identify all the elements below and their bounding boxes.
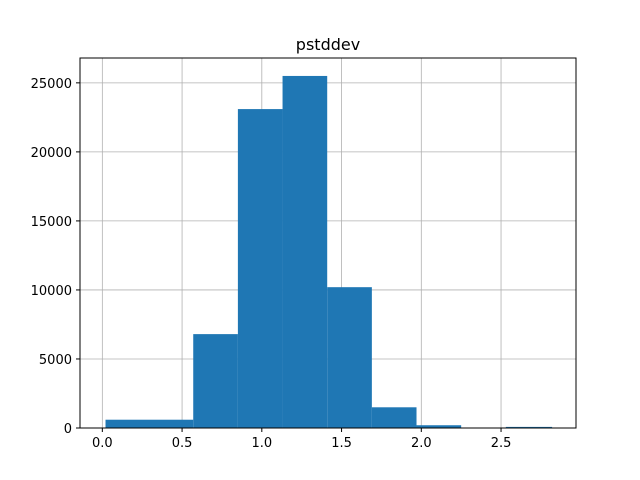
x-axis: 0.0 0.5 1.0 1.5 2.0 2.5 [92, 428, 511, 451]
y-tick-label: 5000 [39, 353, 72, 368]
y-tick-label: 0 [64, 422, 72, 437]
x-tick-label: 0.0 [92, 436, 113, 451]
histogram-bar-4 [282, 75, 328, 429]
x-tick-label: 0.5 [172, 436, 193, 451]
x-tick-label: 1.0 [251, 436, 272, 451]
y-tick-label: 25000 [31, 77, 72, 92]
histogram-bar-2 [193, 334, 238, 428]
x-tick-label: 2.5 [491, 436, 512, 451]
x-tick-label: 1.5 [331, 436, 352, 451]
histogram-bar-1 [105, 419, 194, 428]
histogram-bar-9 [505, 426, 553, 428]
histogram-bar-6 [371, 407, 417, 428]
y-axis: 0 5000 10000 15000 20000 25000 [31, 77, 80, 437]
x-tick-label: 2.0 [411, 436, 432, 451]
histogram-bars [105, 75, 553, 429]
y-tick-label: 15000 [31, 215, 72, 230]
plot-frame [79, 57, 577, 429]
chart-title: pstddev [296, 35, 360, 54]
y-tick-label: 20000 [31, 146, 72, 161]
histogram-bar-5 [327, 287, 372, 428]
histogram-bar-3 [237, 109, 283, 428]
y-tick-label: 10000 [31, 284, 72, 299]
histogram-bar-7 [416, 425, 462, 428]
